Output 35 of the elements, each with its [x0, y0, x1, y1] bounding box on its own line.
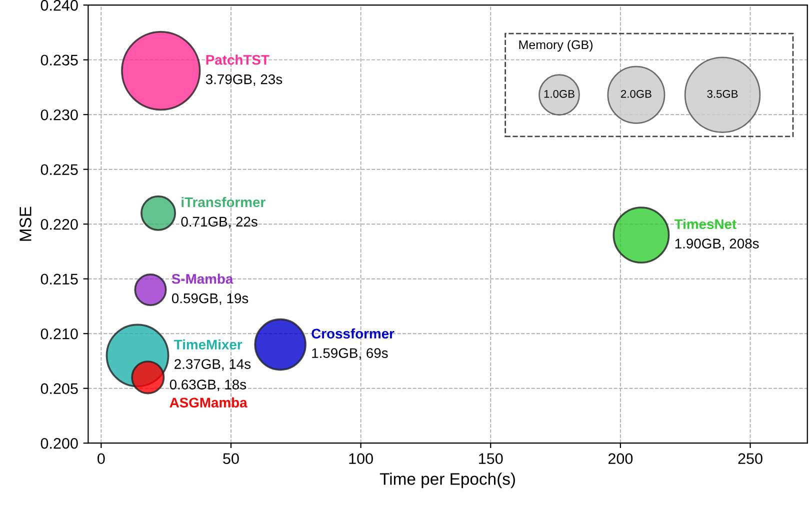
series-label: TimesNet	[674, 218, 736, 230]
legend-label: 3.5GB	[707, 90, 738, 98]
series-label: TimeMixer	[174, 339, 242, 350]
series-label: Crossformer	[312, 328, 394, 339]
data-label: 0.59GB, 19s	[172, 293, 248, 305]
data-label: 0.63GB, 18s	[170, 380, 246, 392]
y-tick-label: 0.205	[40, 383, 78, 394]
x-tick-label: 150	[479, 453, 503, 464]
y-tick-label: 0.240	[40, 0, 78, 11]
data-label: 2.37GB, 14s	[174, 359, 251, 371]
x-tick-label: 0	[98, 453, 105, 464]
y-tick-label: 0.215	[40, 274, 78, 285]
data-label: 1.59GB, 69s	[312, 348, 388, 360]
y-tick-label: 0.235	[40, 54, 78, 66]
y-axis-title: MSE	[20, 206, 32, 241]
x-tick-label: 100	[349, 453, 373, 464]
y-tick-label: 0.220	[40, 218, 78, 230]
series-label: S-Mamba	[172, 274, 234, 284]
y-tick-label: 0.230	[40, 109, 78, 120]
x-tick-label: 250	[738, 453, 762, 464]
y-tick-label: 0.210	[40, 328, 78, 340]
x-tick-label: 200	[608, 453, 633, 464]
series-label: PatchTST	[206, 54, 270, 65]
series-label: ASGMamba	[170, 397, 248, 408]
data-label: 1.90GB, 208s	[675, 238, 759, 250]
series-label: iTransformer	[182, 196, 266, 208]
data-label: 0.71GB, 22s	[181, 216, 258, 228]
legend-label: 1.0GB	[544, 90, 574, 98]
y-tick-label: 0.200	[40, 438, 78, 449]
x-axis-title: Time per Epoch(s)	[380, 472, 515, 488]
y-tick-label: 0.225	[40, 164, 78, 176]
data-label: 3.79GB, 23s	[206, 74, 282, 86]
legend-title: Memory (GB)	[519, 40, 592, 52]
legend-label: 2.0GB	[621, 90, 652, 98]
x-tick-label: 50	[223, 453, 239, 464]
